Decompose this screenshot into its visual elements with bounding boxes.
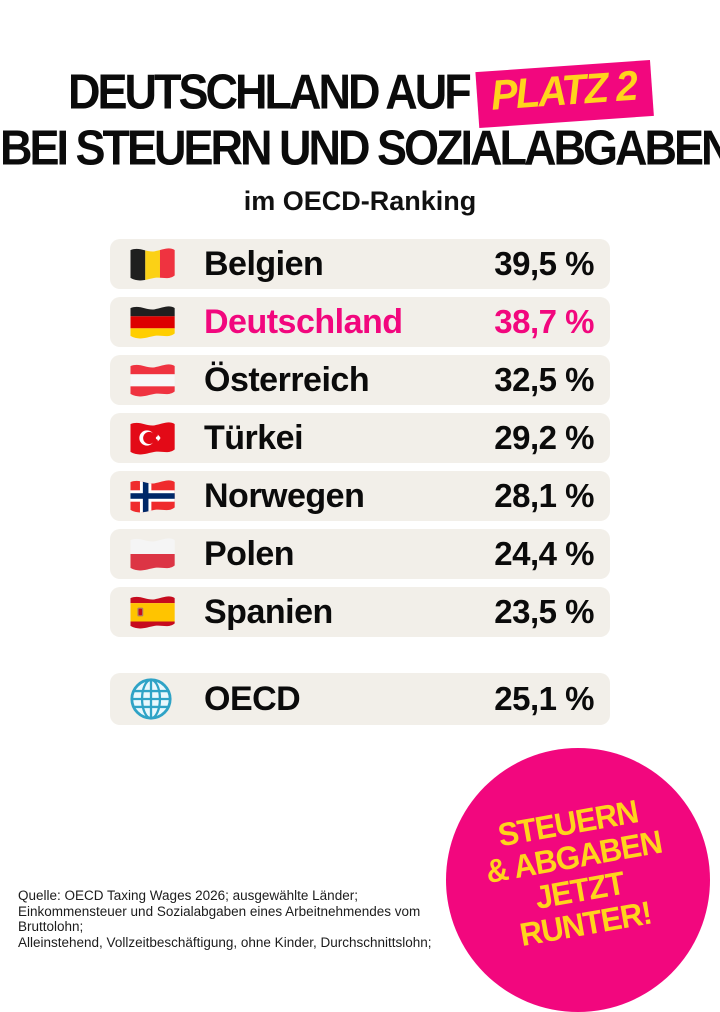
table-row-belgien: Belgien 39,5 % [110,239,610,289]
germany-flag-icon [130,306,175,339]
platz-2-highlight-box: PLATZ 2 [475,59,654,129]
austria-flag-icon [130,364,175,397]
country-label: Türkei [204,418,304,457]
percent-value: 32,5 % [494,361,594,398]
poland-flag-icon [130,538,175,571]
title-text-2: BEI STEUERN UND SOZIALABGABEN [0,119,720,176]
percent-value: 23,5 % [494,593,594,630]
title-line-1: DEUTSCHLAND AUF PLATZ 2 [0,59,720,129]
belgium-flag-icon [130,248,175,281]
oecd-label: OECD [204,679,301,718]
source-line-2: Einkommensteuer und Sozialabgaben eines … [18,903,421,935]
source-line-1: Quelle: OECD Taxing Wages 2026; ausgewäh… [18,888,358,903]
percent-value: 29,2 % [494,419,594,456]
percent-value: 39,5 % [494,245,594,282]
table-row-norwegen: Norwegen 28,1 % [110,471,610,521]
table-row-tuerkei: Türkei 29,2 % [110,413,610,463]
title-text-1: DEUTSCHLAND AUF [67,63,472,120]
table-row-oesterreich: Österreich 32,5 % [110,355,610,405]
country-label: Deutschland [204,302,403,341]
table-row-oecd: OECD 25,1 % [110,673,610,725]
ranking-list: Belgien 39,5 % Deutschland 38,7 % Österr… [110,239,610,733]
source-note: Quelle: OECD Taxing Wages 2026; ausgewäh… [18,888,488,950]
country-label: Belgien [204,244,324,283]
country-label: Österreich [204,360,370,399]
title-line-2: BEI STEUERN UND SOZIALABGABEN [0,119,720,176]
table-row-spanien: Spanien 23,5 % [110,587,610,637]
percent-value: 25,1 % [494,680,594,717]
globe-icon [130,678,172,720]
table-row-deutschland: Deutschland 38,7 % [110,297,610,347]
source-line-3: Alleinstehend, Vollzeitbeschäftigung, oh… [18,934,432,950]
subtitle: im OECD-Ranking [243,186,477,216]
badge-text: STEUERN & ABGABEN JETZT RUNTER! [478,792,676,957]
turkey-flag-icon [130,422,175,455]
header: DEUTSCHLAND AUF PLATZ 2 BEI STEUERN UND … [0,59,720,217]
norway-flag-icon [130,480,175,513]
country-label: Norwegen [204,476,365,515]
platz-2-label: PLATZ 2 [489,62,638,120]
spain-flag-icon [130,596,175,629]
campaign-badge: STEUERN & ABGABEN JETZT RUNTER! [446,748,710,1012]
country-label: Spanien [204,592,333,631]
percent-value: 28,1 % [494,477,594,514]
country-label: Polen [204,534,295,573]
percent-value: 24,4 % [494,535,594,572]
table-row-polen: Polen 24,4 % [110,529,610,579]
percent-value: 38,7 % [494,303,594,340]
